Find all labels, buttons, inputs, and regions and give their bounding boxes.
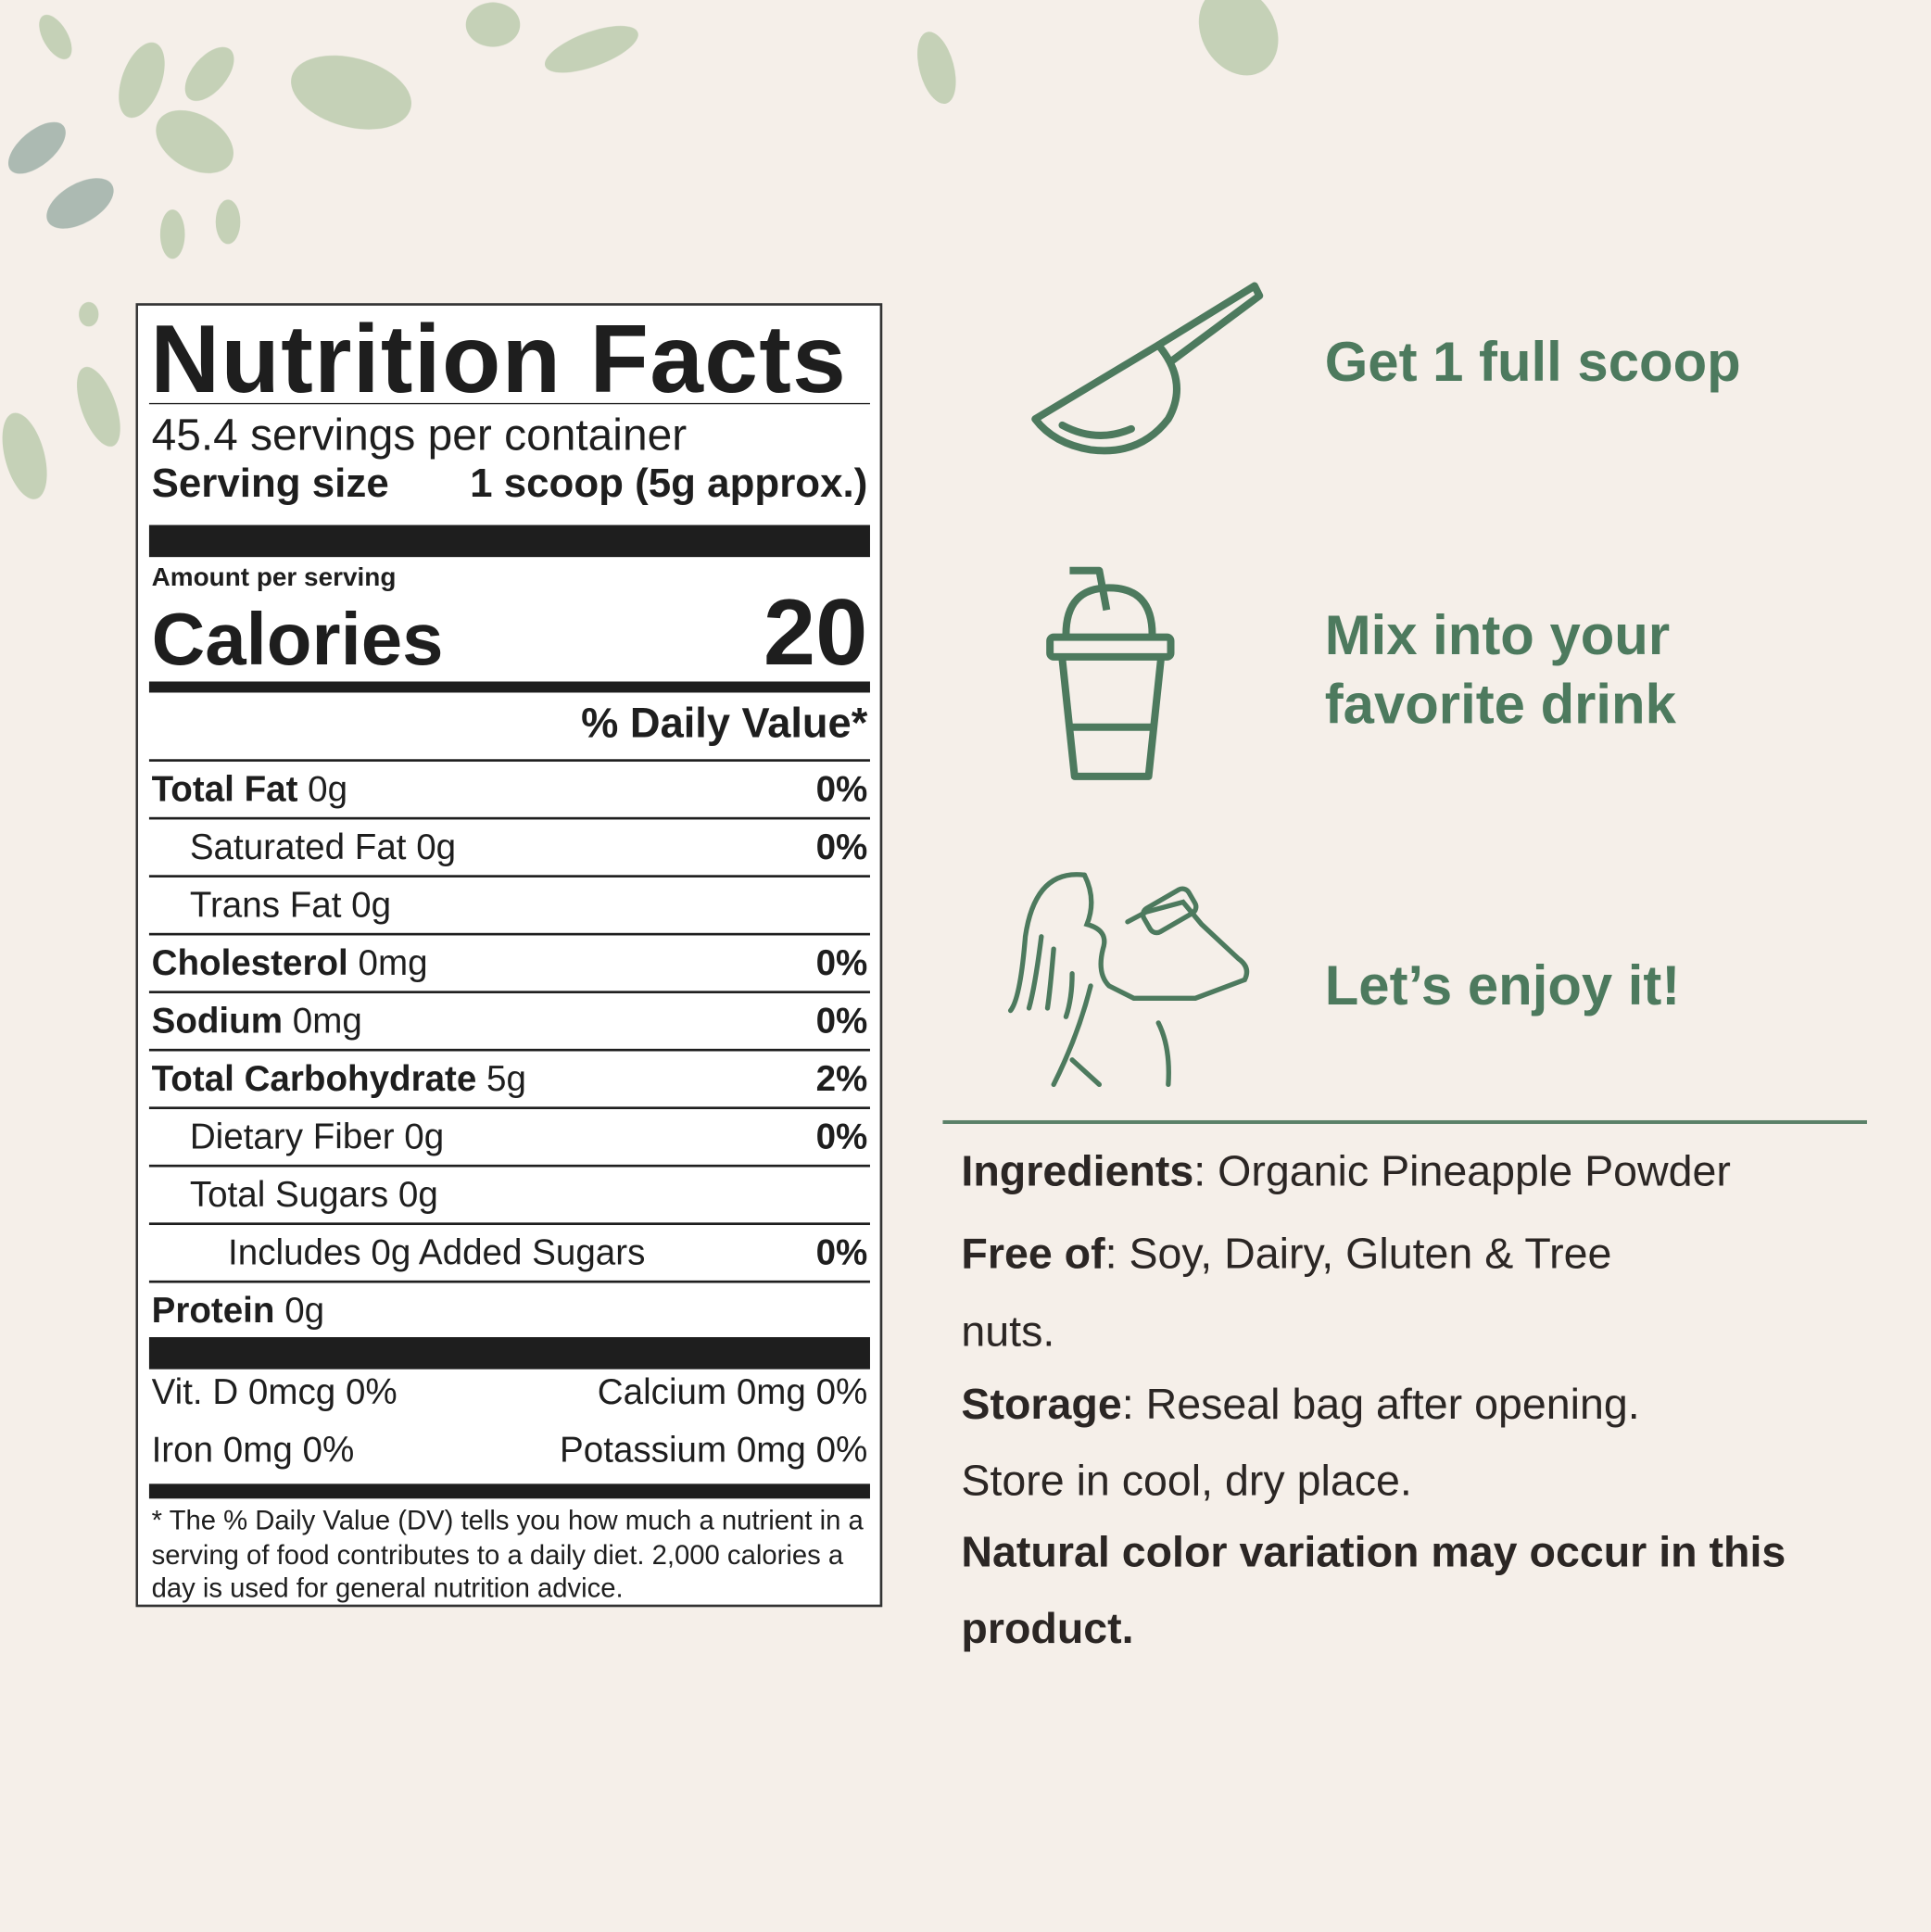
potassium: Potassium 0mg 0% <box>560 1431 868 1471</box>
woman-drinking-icon <box>1007 872 1250 1088</box>
serving-size-label: Serving size <box>151 460 389 506</box>
nutrient-amount: 0g <box>284 1291 325 1332</box>
free-of-cont: nuts. <box>961 1307 1055 1356</box>
step-2-text: Mix into your favorite drink <box>1324 603 1676 737</box>
daily-value-percent: 0% <box>815 1002 868 1042</box>
daily-value-percent: 0% <box>815 1233 868 1273</box>
nutrient-amount: 5g <box>486 1059 526 1100</box>
calcium: Calcium 0mg 0% <box>597 1372 868 1413</box>
thick-divider <box>148 524 870 558</box>
free-of: Free of: Soy, Dairy, Gluten & Tree <box>961 1230 1612 1279</box>
servings-per-container: 45.4 servings per container <box>151 409 688 461</box>
nutrient-row: Total Sugars 0g <box>148 1164 870 1224</box>
thick-divider <box>148 1337 870 1370</box>
nutrient-row: Sodium 0mg 0% <box>148 991 870 1050</box>
scoop-icon <box>1031 282 1264 455</box>
storage: Storage: Reseal bag after opening. <box>961 1380 1640 1429</box>
daily-value-header: % Daily Value* <box>581 700 868 747</box>
iron: Iron 0mg 0% <box>151 1431 355 1471</box>
leaves-decoration <box>2 0 1279 499</box>
nutrient-amount: 0g <box>308 770 348 810</box>
daily-value-percent: 2% <box>815 1059 868 1100</box>
nutrient-name: Sodium 0mg <box>151 1002 362 1042</box>
nutrient-row: Includes 0g Added Sugars 0% <box>148 1222 870 1282</box>
color-note: Natural color variation may occur in thi… <box>961 1528 1786 1577</box>
nutrient-name: Trans Fat 0g <box>189 886 392 926</box>
vitamin-d: Vit. D 0mcg 0% <box>151 1372 398 1413</box>
step-3-text: Let’s enjoy it! <box>1324 953 1681 1017</box>
nutrient-amount: 0mg <box>358 943 428 984</box>
nutrient-name: Total Carbohydrate 5g <box>151 1059 526 1100</box>
nutrient-amount: 0mg <box>292 1002 362 1042</box>
nutrient-name: Saturated Fat 0g <box>189 827 457 868</box>
amount-per-serving: Amount per serving <box>151 562 397 592</box>
nutrient-row: Trans Fat 0g <box>148 875 870 934</box>
nutrient-name: Cholesterol 0mg <box>151 943 428 984</box>
storage-cont: Store in cool, dry place. <box>961 1457 1412 1505</box>
nutrition-facts-label: Nutrition Facts 45.4 servings per contai… <box>135 303 883 1608</box>
daily-value-percent: 0% <box>815 827 868 868</box>
footnote: * The % Daily Value (DV) tells you how m… <box>151 1504 864 1604</box>
daily-value-percent: 0% <box>815 1118 868 1157</box>
nutrient-name: Dietary Fiber 0g <box>189 1118 445 1157</box>
calories-value: 20 <box>763 580 868 686</box>
medium-divider <box>148 681 870 693</box>
nutrient-row: Dietary Fiber 0g 0% <box>148 1106 870 1166</box>
nutrient-row: Total Fat 0g 0% <box>148 759 870 818</box>
label-title: Nutrition Facts <box>150 304 848 413</box>
drink-cup-icon <box>1046 566 1175 780</box>
daily-value-percent: 0% <box>815 770 868 810</box>
serving-size-value: 1 scoop (5g approx.) <box>470 460 868 506</box>
color-note-cont: product. <box>961 1604 1134 1653</box>
nutrient-row: Cholesterol 0mg 0% <box>148 932 870 992</box>
daily-value-percent: 0% <box>815 943 868 984</box>
nutrient-row: Protein 0g <box>148 1280 870 1340</box>
section-divider <box>942 1119 1867 1124</box>
step-1-text: Get 1 full scoop <box>1324 330 1741 394</box>
medium-divider <box>148 1484 870 1499</box>
nutrient-row: Saturated Fat 0g 0% <box>148 816 870 877</box>
nutrient-name: Total Fat 0g <box>151 770 348 810</box>
nutrient-name: Total Sugars 0g <box>189 1175 438 1216</box>
nutrient-name: Protein 0g <box>151 1291 325 1332</box>
nutrient-row: Total Carbohydrate 5g 2% <box>148 1048 870 1108</box>
calories-label: Calories <box>151 598 444 681</box>
ingredients: Ingredients: Organic Pineapple Powder <box>961 1147 1731 1196</box>
nutrient-name: Includes 0g Added Sugars <box>228 1233 646 1273</box>
